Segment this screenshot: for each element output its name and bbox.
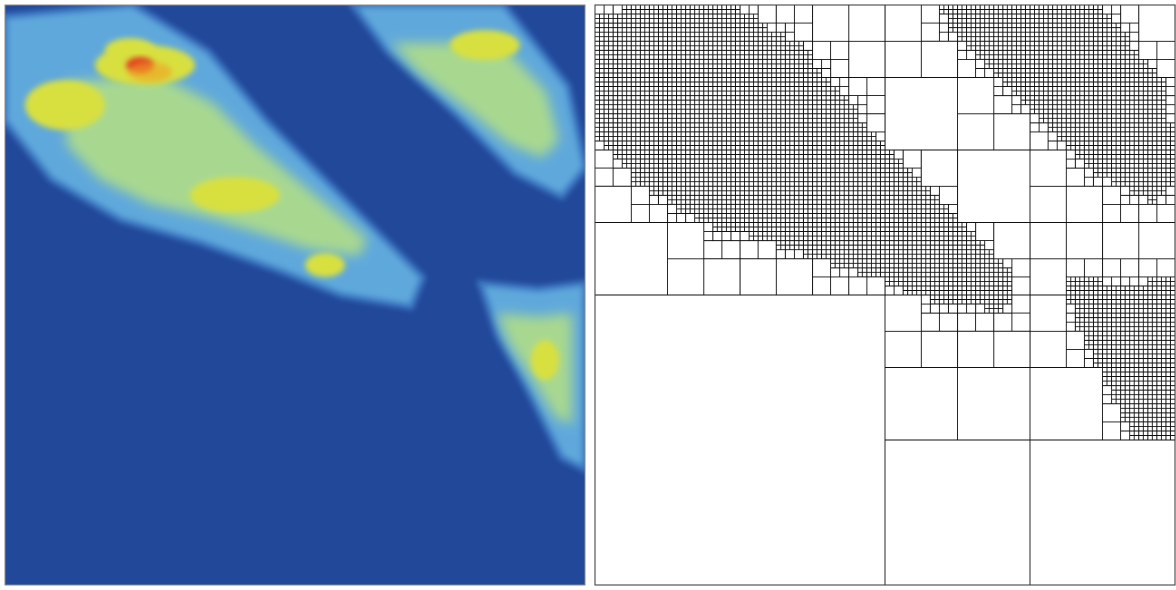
- quadtree: [595, 5, 1175, 585]
- peak-rim: [128, 62, 172, 82]
- land-high: [531, 340, 559, 380]
- height-map: [5, 5, 585, 585]
- land-high: [190, 177, 280, 213]
- land-high: [450, 30, 520, 60]
- figure: [0, 0, 1176, 590]
- page: (() => { const NS = 'http://www.w3.org/2…: [0, 0, 1176, 590]
- land-high: [305, 253, 345, 277]
- land-high: [25, 80, 105, 130]
